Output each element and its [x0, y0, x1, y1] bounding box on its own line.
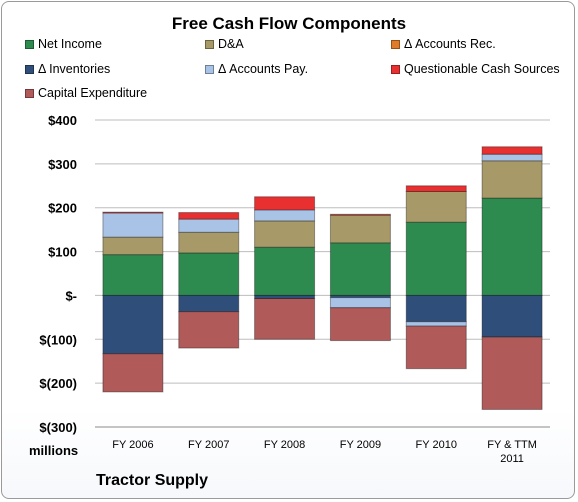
legend-label-questionable-cash-sources: Questionable Cash Sources — [404, 62, 560, 76]
legend-swatch-questionable-cash-sources — [391, 65, 400, 74]
x-tick-label: FY 2006 — [112, 439, 153, 451]
legend-item-accounts-pay: Δ Accounts Pay. — [205, 62, 308, 76]
bar-segment-capital-expenditure — [178, 311, 240, 349]
legend-label-accounts-rec: Δ Accounts Rec. — [404, 37, 496, 51]
bar-segment-accounts-pay — [405, 321, 467, 327]
x-tick-label: FY & TTM 2011 — [487, 439, 537, 465]
y-tick-label: $300 — [48, 157, 77, 172]
chart-title: Free Cash Flow Components — [171, 14, 407, 33]
y-tick-label: $(300) — [39, 420, 77, 435]
bar-segment-accounts-pay — [178, 218, 240, 233]
y-tick-label: $400 — [48, 113, 77, 128]
y-tick-label: $(200) — [39, 376, 77, 391]
bar-segment-inventories — [481, 294, 543, 338]
axis-ticks: $400 $300 $200 $100 $- $(100) $(200) $(300) FY 2… — [39, 113, 537, 465]
bar-segment-capital-expenditure — [481, 336, 543, 410]
legend-swatch-inventories — [25, 65, 34, 74]
bar-segment-net-income — [102, 254, 164, 296]
bar-segment-accounts-pay — [102, 212, 164, 238]
legend-swatch-da — [205, 40, 214, 49]
y-tick-label: $(100) — [39, 332, 77, 347]
legend-item-accounts-rec: Δ Accounts Rec. — [391, 37, 496, 51]
legend-swatch-accounts-pay — [205, 65, 214, 74]
bar-segment-d-a — [178, 231, 240, 254]
units-label: millions — [29, 443, 79, 458]
legend-item-da: D&A — [205, 37, 244, 51]
y-tick-label: $100 — [48, 245, 77, 260]
company-label: Tractor Supply — [96, 472, 209, 489]
legend-swatch-net-income — [25, 40, 34, 49]
x-tick-label: FY 2007 — [188, 439, 229, 451]
bar-segment-d-a — [102, 236, 164, 256]
bar-segment-d-a — [329, 214, 391, 244]
legend-label-net-income: Net Income — [38, 37, 102, 51]
bar-segment-questionable-cash-sources — [178, 212, 240, 220]
legend-item-net-income: Net Income — [25, 37, 102, 51]
bar-segment-d-a — [254, 220, 316, 248]
bar-segment-inventories — [405, 294, 467, 323]
legend-item-inventories: Δ Inventories — [25, 62, 110, 76]
bar-segment-questionable-cash-sources — [254, 196, 316, 211]
bar-segment-questionable-cash-sources — [329, 213, 391, 216]
legend-item-capital-expenditure: Capital Expenditure — [25, 86, 147, 100]
bar-segment-inventories — [178, 294, 240, 313]
bars — [102, 146, 543, 410]
bar-segment-accounts-pay — [329, 297, 391, 309]
bar-segment-inventories — [102, 294, 164, 355]
bar-segment-net-income — [329, 242, 391, 296]
bar-segment-net-income — [405, 221, 467, 296]
legend-item-questionable-cash-sources: Questionable Cash Sources — [391, 62, 560, 76]
bar-segment-d-a — [481, 160, 543, 199]
x-tick-label: FY 2008 — [264, 439, 305, 451]
bar-segment-capital-expenditure — [329, 307, 391, 342]
bar-segment-accounts-pay — [254, 209, 316, 222]
legend-label-capital-expenditure: Capital Expenditure — [38, 86, 148, 100]
legend-label-da: D&A — [218, 37, 244, 51]
x-tick-label: FY 2010 — [416, 439, 457, 451]
bar-segment-questionable-cash-sources — [405, 185, 467, 192]
gridlines — [95, 119, 550, 428]
bar-segment-capital-expenditure — [405, 325, 467, 370]
legend-label-inventories: Δ Inventories — [38, 62, 111, 76]
x-tick-label: FY 2009 — [340, 439, 381, 451]
y-tick-label: $- — [65, 288, 77, 303]
bar-segment-questionable-cash-sources — [481, 146, 543, 155]
bar-segment-net-income — [178, 252, 240, 296]
y-tick-label: $200 — [48, 201, 77, 216]
legend-label-accounts-pay: Δ Accounts Pay. — [218, 62, 309, 76]
legend-swatch-capital-expenditure — [25, 89, 34, 98]
bar-segment-capital-expenditure — [254, 297, 316, 340]
bar-segment-accounts-pay — [481, 153, 543, 162]
bar-segment-questionable-cash-sources — [102, 211, 164, 214]
bar-segment-capital-expenditure — [102, 353, 164, 393]
bar-segment-net-income — [254, 246, 316, 296]
bar-segment-net-income — [481, 197, 543, 296]
legend-swatch-accounts-rec — [391, 40, 400, 49]
bar-segment-d-a — [405, 190, 467, 223]
